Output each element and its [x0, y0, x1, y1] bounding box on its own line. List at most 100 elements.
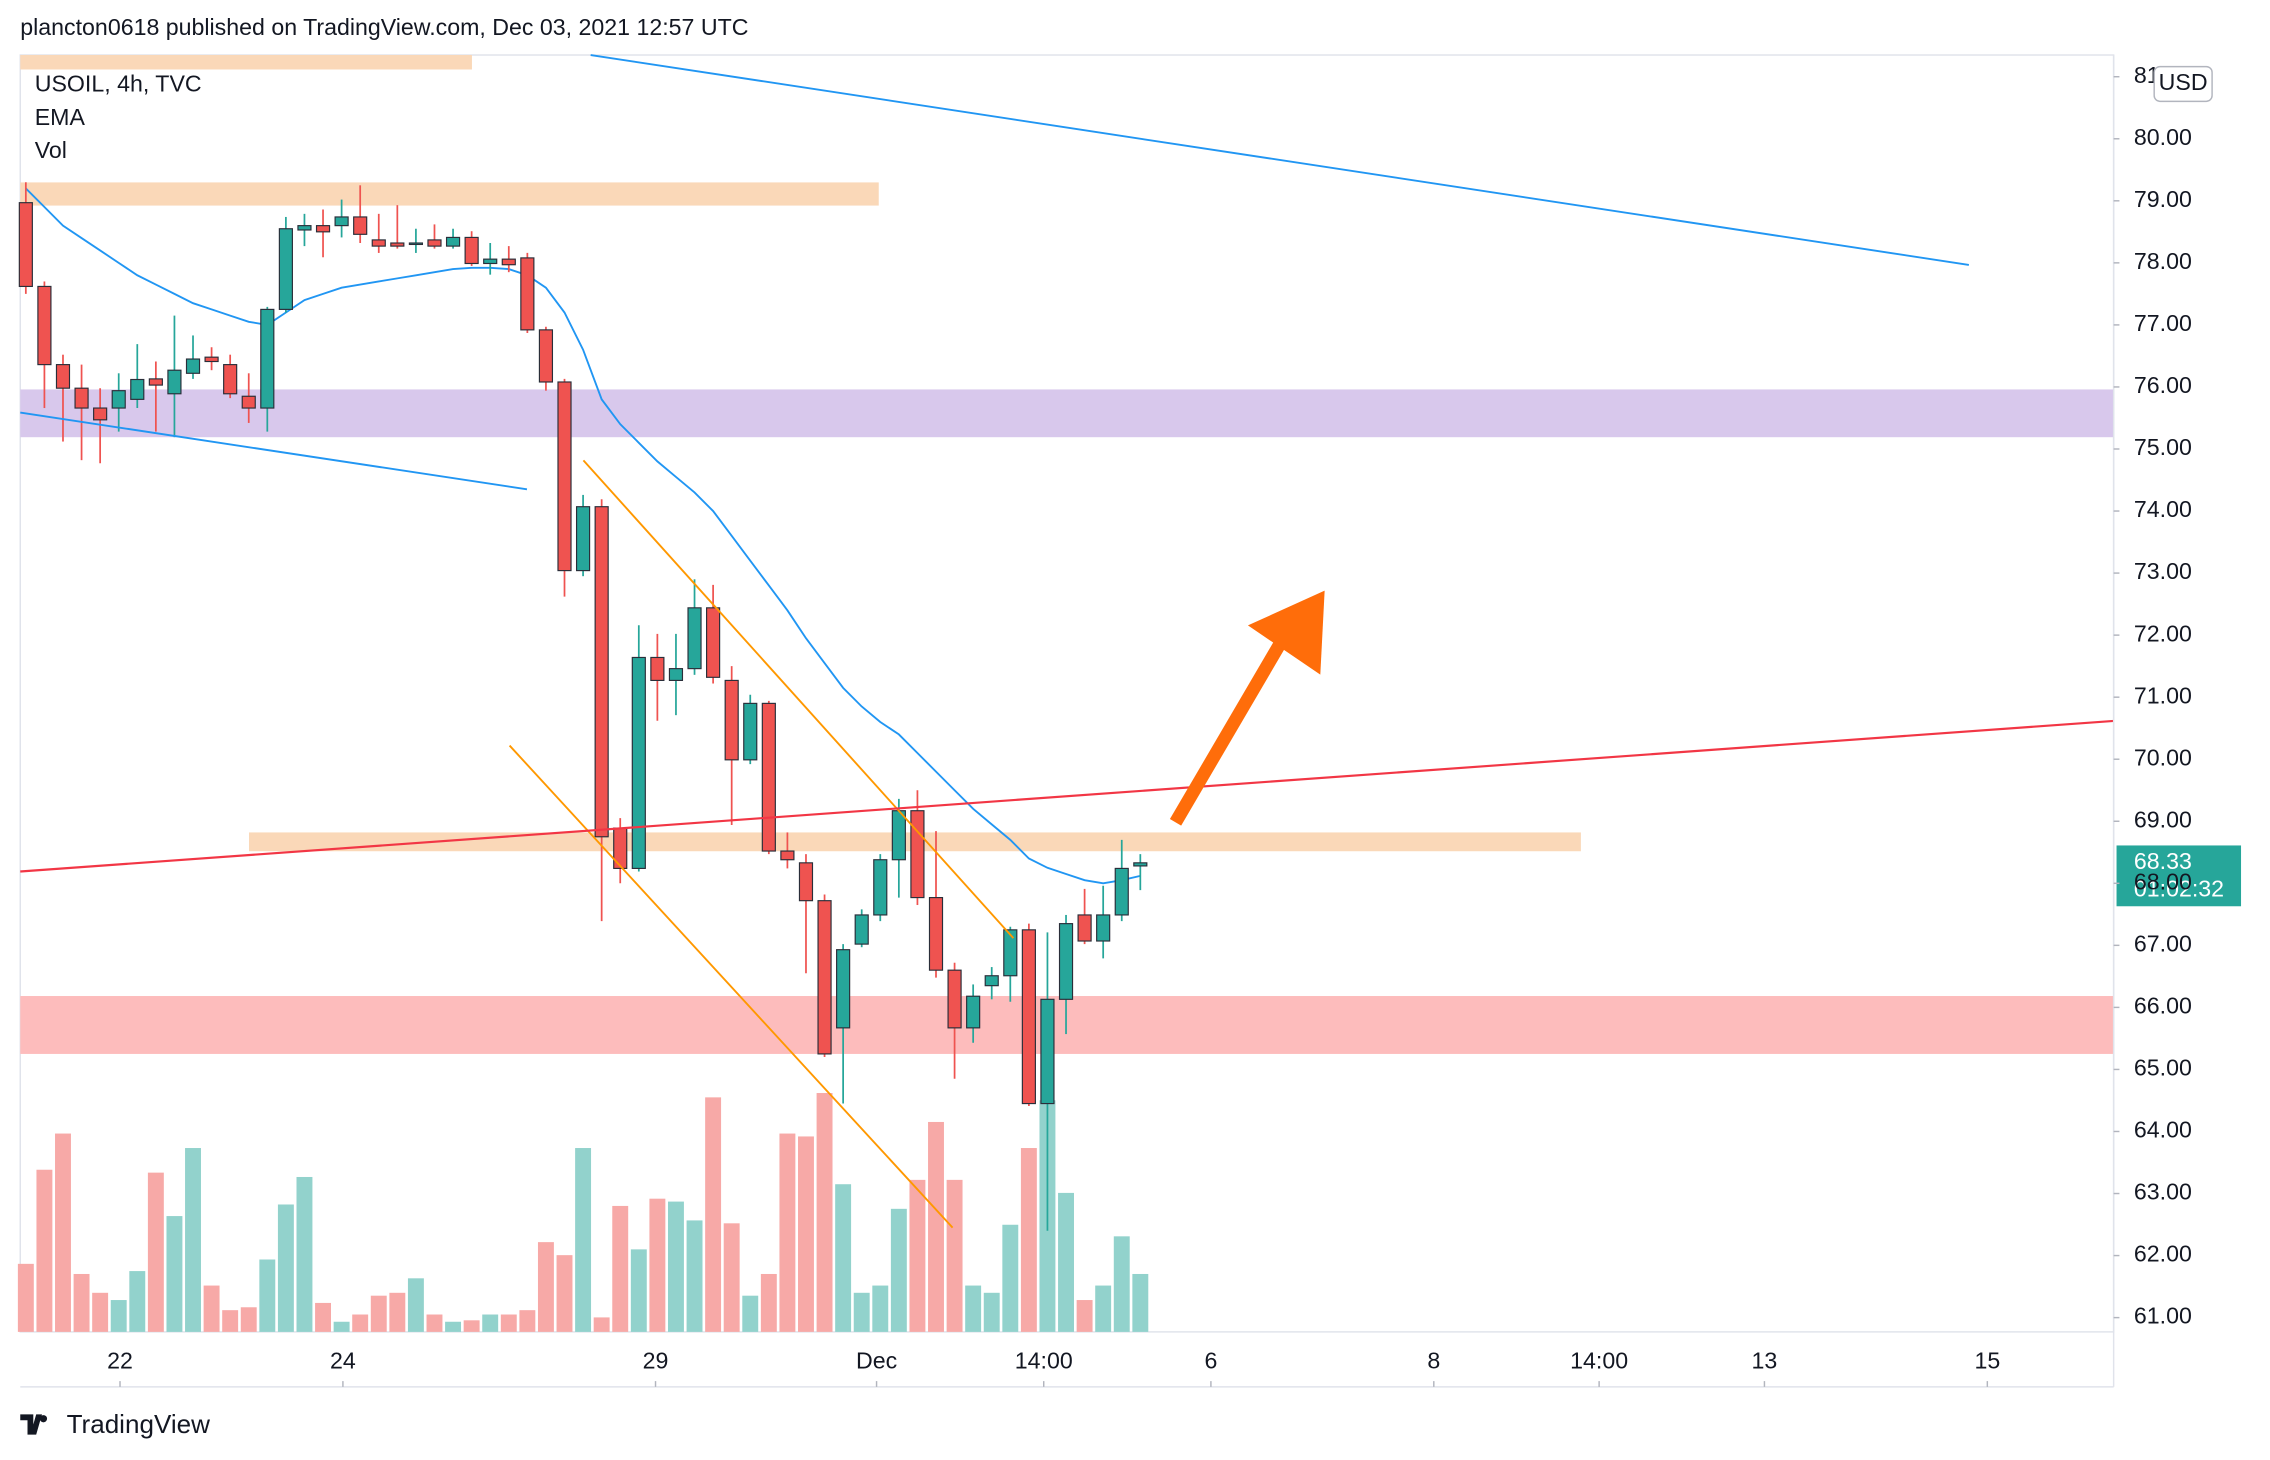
candle-body	[1040, 998, 1055, 1105]
candle-body	[18, 202, 33, 288]
candle-body	[966, 995, 981, 1029]
y-tick-label: 72.00	[2134, 620, 2192, 646]
candle-body	[297, 225, 312, 231]
candle-body	[390, 242, 405, 247]
currency: USD	[2159, 69, 2208, 95]
candle-body	[148, 378, 163, 386]
zone	[20, 996, 2114, 1054]
candle-body	[130, 378, 145, 400]
y-tick-label: 74.00	[2134, 496, 2192, 522]
volume-bar	[853, 1292, 870, 1332]
candle-body	[55, 364, 71, 389]
x-tick-label: Dec	[856, 1347, 897, 1373]
y-tick-label: 80.00	[2134, 124, 2192, 150]
y-tick-label: 71.00	[2134, 682, 2192, 708]
candle-body	[761, 702, 776, 852]
volume-bar	[389, 1292, 406, 1332]
candle-body	[37, 285, 52, 366]
candle-body	[984, 975, 999, 987]
candle-body	[278, 228, 293, 310]
chart: plancton0618 published on TradingView.co…	[17, 14, 2242, 1439]
y-tick-label: 78.00	[2134, 248, 2192, 274]
ema-line	[25, 187, 1141, 885]
volume-bar	[129, 1271, 146, 1332]
volume-bar	[296, 1176, 313, 1332]
volume-bar	[779, 1133, 796, 1332]
candle-body	[650, 656, 665, 681]
volume-bar	[1020, 1148, 1037, 1332]
y-tick-label: 76.00	[2134, 372, 2192, 398]
candle-body	[947, 969, 962, 1029]
volume-bar	[612, 1205, 629, 1332]
x-tick-label: 6	[1204, 1347, 1217, 1373]
volume-bar	[426, 1314, 443, 1332]
currency-badge	[2153, 65, 2213, 103]
y-tick-label: 68.00	[2134, 868, 2192, 894]
candle-body	[1114, 867, 1129, 916]
legend-ema: EMA	[35, 104, 86, 130]
volume-bar	[315, 1302, 331, 1332]
volume-bar	[742, 1295, 759, 1332]
legend-volume: Vol	[35, 137, 67, 163]
y-tick-label: 65.00	[2134, 1055, 2192, 1081]
candle-body	[928, 896, 944, 971]
volume-bar	[928, 1121, 944, 1332]
volume-bar	[519, 1310, 536, 1332]
zone	[20, 182, 879, 206]
candle-body	[445, 236, 461, 247]
candle-body	[353, 216, 368, 235]
volume-bar	[259, 1259, 276, 1332]
x-tick-label: 29	[643, 1347, 669, 1373]
candle-body	[910, 810, 925, 899]
volume-bar	[222, 1310, 239, 1332]
candle-body	[501, 258, 516, 266]
x-tick-label: 24	[330, 1347, 356, 1373]
volume-bar	[537, 1242, 554, 1332]
candle-body	[464, 236, 479, 265]
candle-body	[873, 859, 888, 916]
brand: TradingView	[67, 1409, 211, 1439]
y-tick-label: 66.00	[2134, 993, 2192, 1019]
candle-body	[483, 258, 498, 265]
candle-body	[687, 607, 702, 670]
y-tick-label: 73.00	[2134, 558, 2192, 584]
volume-bar	[556, 1255, 573, 1332]
candle-body	[594, 506, 609, 838]
volume-bar	[333, 1321, 350, 1332]
volume-bar	[463, 1320, 480, 1332]
volume-bar	[500, 1314, 517, 1332]
volume-bar	[277, 1204, 294, 1332]
candle-body	[260, 308, 275, 409]
volume-bar	[909, 1179, 926, 1332]
candle-body	[557, 381, 572, 572]
logo-dot	[39, 1415, 48, 1423]
volume-bar	[798, 1136, 814, 1332]
volume-bar	[203, 1285, 220, 1332]
volume-bar	[1076, 1300, 1093, 1332]
x-tick-label: 22	[107, 1347, 133, 1373]
volume-bar	[185, 1148, 201, 1332]
candle-body	[706, 607, 721, 678]
candle-body	[891, 810, 906, 861]
volume-bar	[890, 1208, 907, 1332]
y-tick-label: 70.00	[2134, 744, 2192, 770]
candle-body	[1077, 914, 1092, 942]
candle-body	[538, 329, 554, 383]
channel-line	[582, 459, 1015, 939]
last-price-box	[2116, 845, 2242, 907]
channel-line	[508, 744, 954, 1229]
volume-bar	[983, 1292, 1000, 1332]
candle-body	[798, 862, 814, 902]
volume-bar	[760, 1273, 777, 1332]
candle-body	[1058, 923, 1074, 1000]
volume-bar	[1132, 1273, 1149, 1332]
volume-bar	[445, 1321, 462, 1332]
candle-body	[167, 369, 182, 395]
volume-bar	[667, 1201, 684, 1332]
y-tick-label: 61.00	[2134, 1303, 2192, 1329]
candle-body	[1133, 862, 1148, 867]
trend-line	[20, 411, 528, 491]
volume-bar	[110, 1300, 127, 1332]
y-tick-label: 63.00	[2134, 1179, 2192, 1205]
